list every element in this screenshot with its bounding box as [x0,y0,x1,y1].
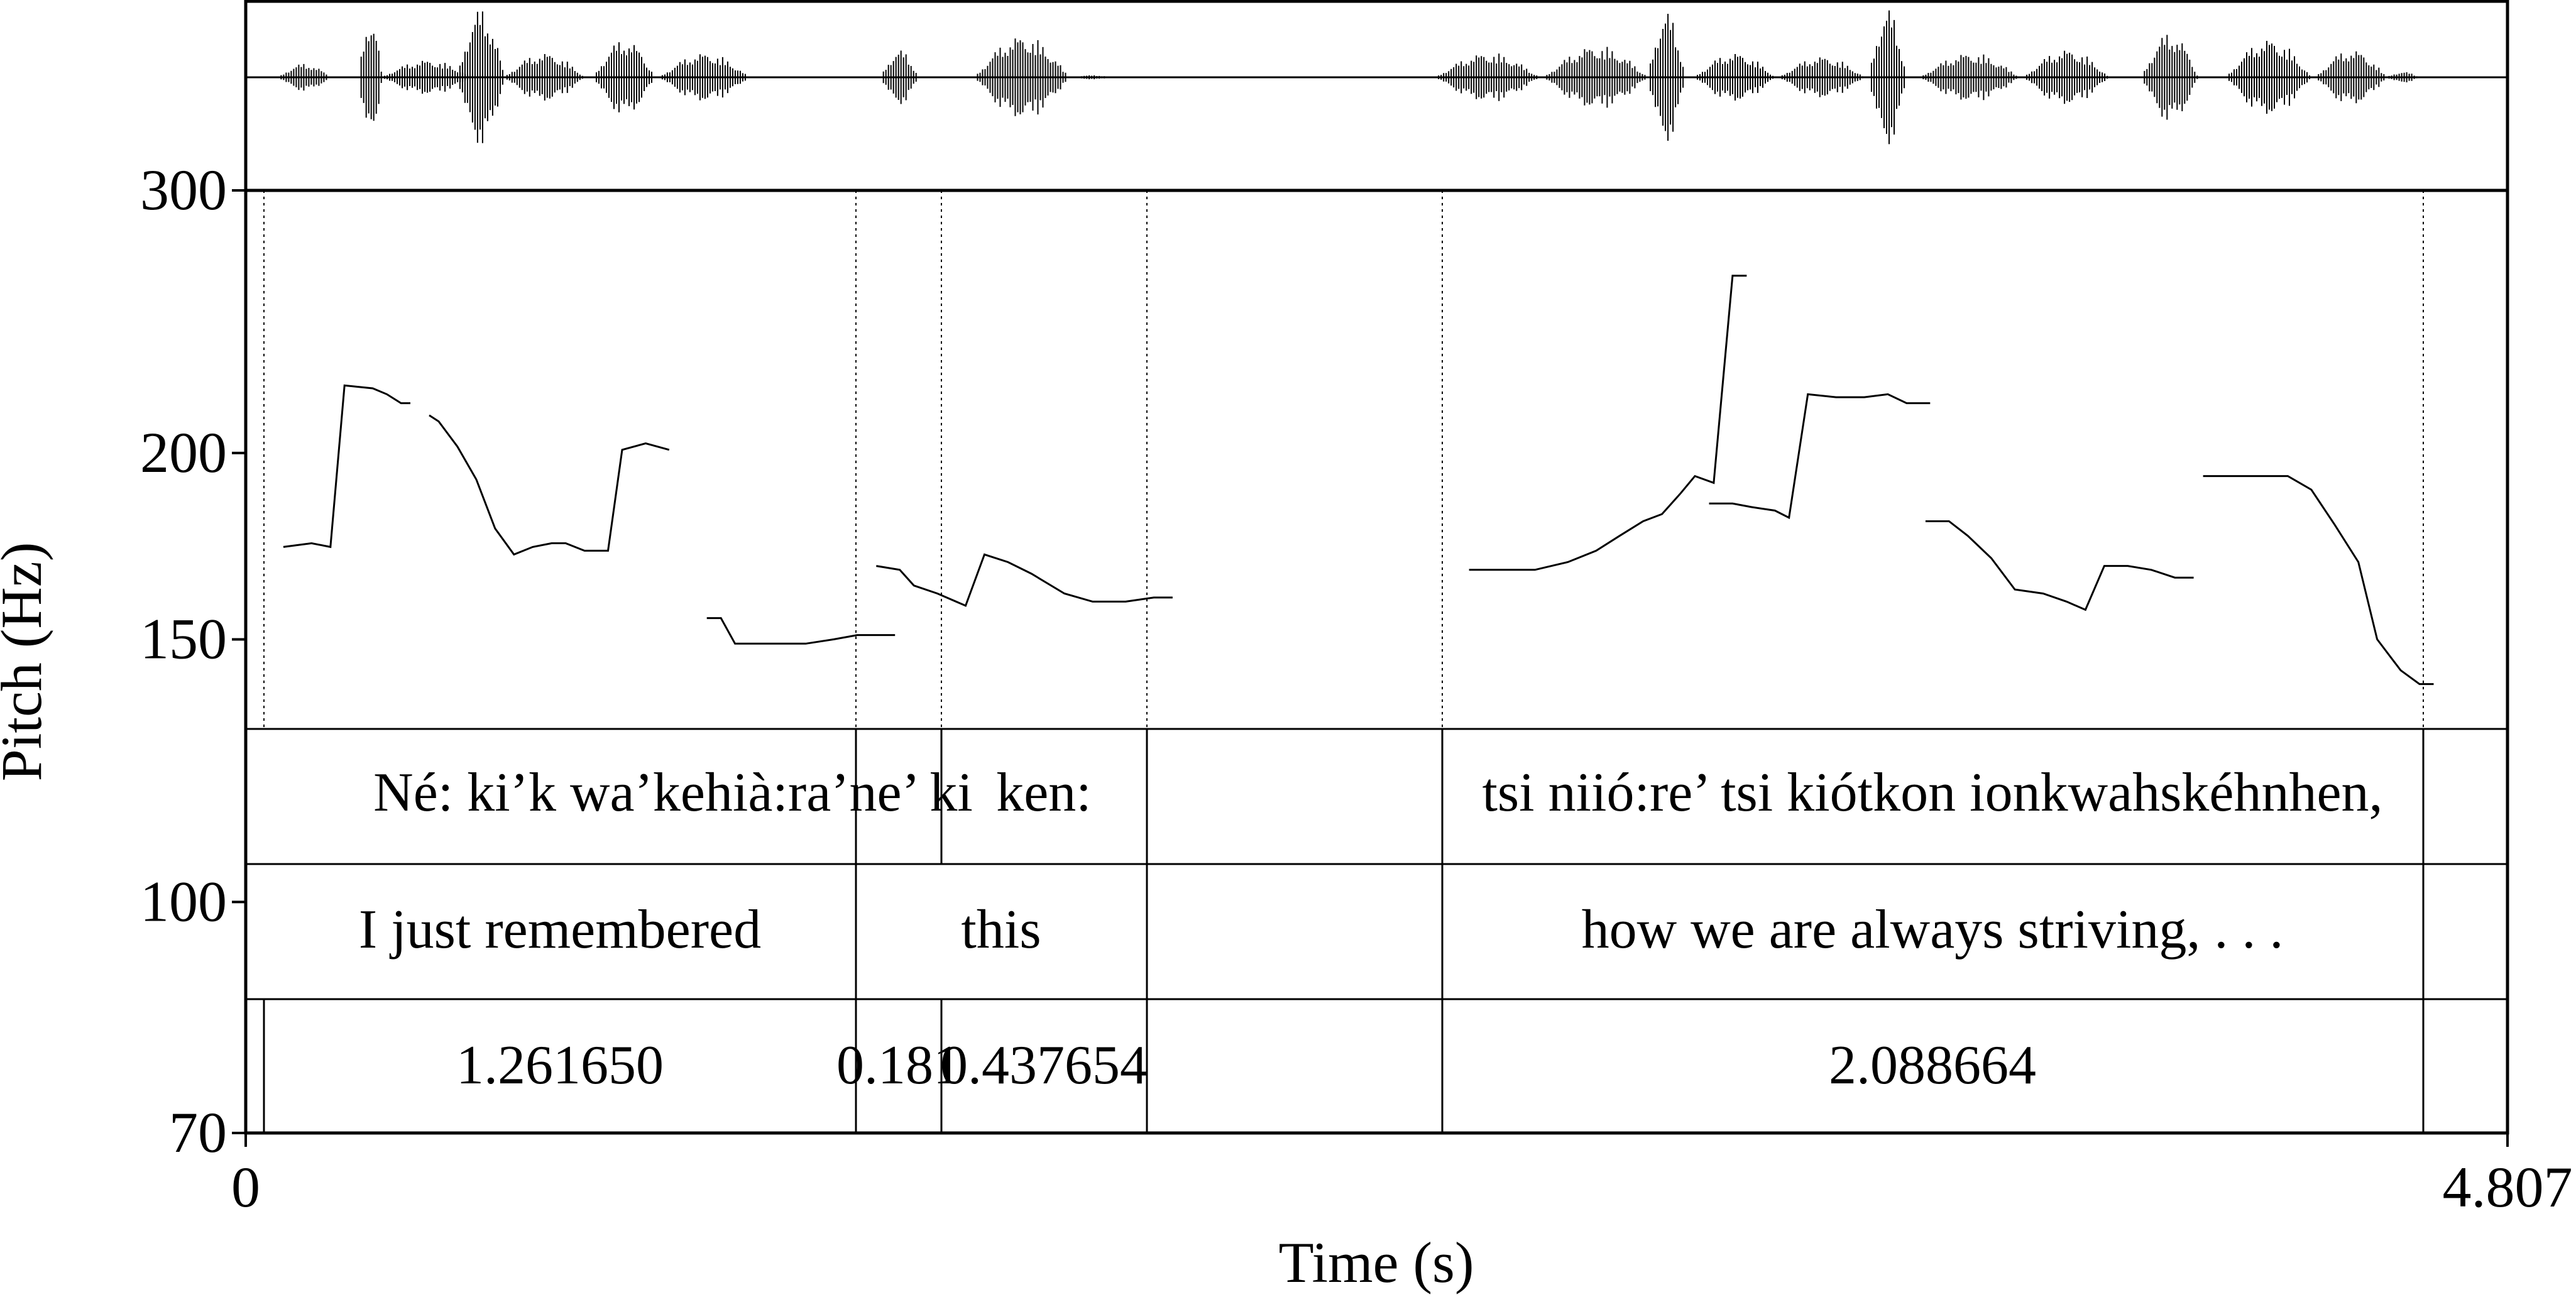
tier1-interval-2: ken: [996,762,1092,823]
waveform [280,10,2420,145]
tier3-interval-1: 1.261650 [456,1035,664,1096]
x-tick-label-start: 0 [231,1155,260,1219]
y-tick-label-300: 300 [140,158,227,222]
pitch-contour-8 [2203,475,2434,686]
x-tick-label-end: 4.807 [2443,1155,2573,1219]
y-axis-label: Pitch (Hz) [0,542,53,782]
y-tick-label-200: 200 [140,420,227,484]
pitch-contour-7 [1925,520,2194,611]
x-axis-label: Time (s) [1279,1230,1474,1294]
pitch-contour-6 [1709,393,1931,520]
waveform-trace [280,10,2420,145]
y-tick-label-100: 100 [140,869,227,933]
tier3-interval-2: 0.181 [836,1035,961,1096]
pitch-contour-5 [1469,275,1747,571]
tier3-interval-3: 0.437654 [940,1035,1148,1096]
pitch-contour-2 [429,414,670,556]
tier1-interval-1: Né: ki’k wa’kehià:ra’ne’ ki [373,762,973,823]
pitch-panel [244,189,2509,1135]
tier2-interval-4: how we are always striving, . . . [1582,899,2284,960]
pitch-contours [283,275,2434,686]
pitch-contour-3 [706,617,896,645]
plot-frame [244,189,2509,1135]
waveform-panel [244,0,2509,192]
tier3-interval-5: 2.088664 [1829,1035,2036,1096]
x-axis: 0 4.807 [231,1133,2573,1219]
waveform-frame [244,0,2509,192]
pitch-contour-1 [283,384,410,549]
tier2-interval-2: this [961,899,1041,960]
pitch-contour-4 [876,553,1173,607]
tier1-interval-4: tsi niió:re’ tsi kiótkon ionkwahskéhnhen… [1482,762,2382,823]
y-tick-label-70: 70 [169,1100,227,1164]
tier2-interval-1: I just remembered [359,899,761,960]
y-axis: 300 200 150 100 70 [140,158,246,1164]
y-tick-label-150: 150 [140,606,227,670]
annotation-tiers: Né: ki’k wa’kehià:ra’ne’ ki ken: tsi nii… [246,728,2507,1133]
